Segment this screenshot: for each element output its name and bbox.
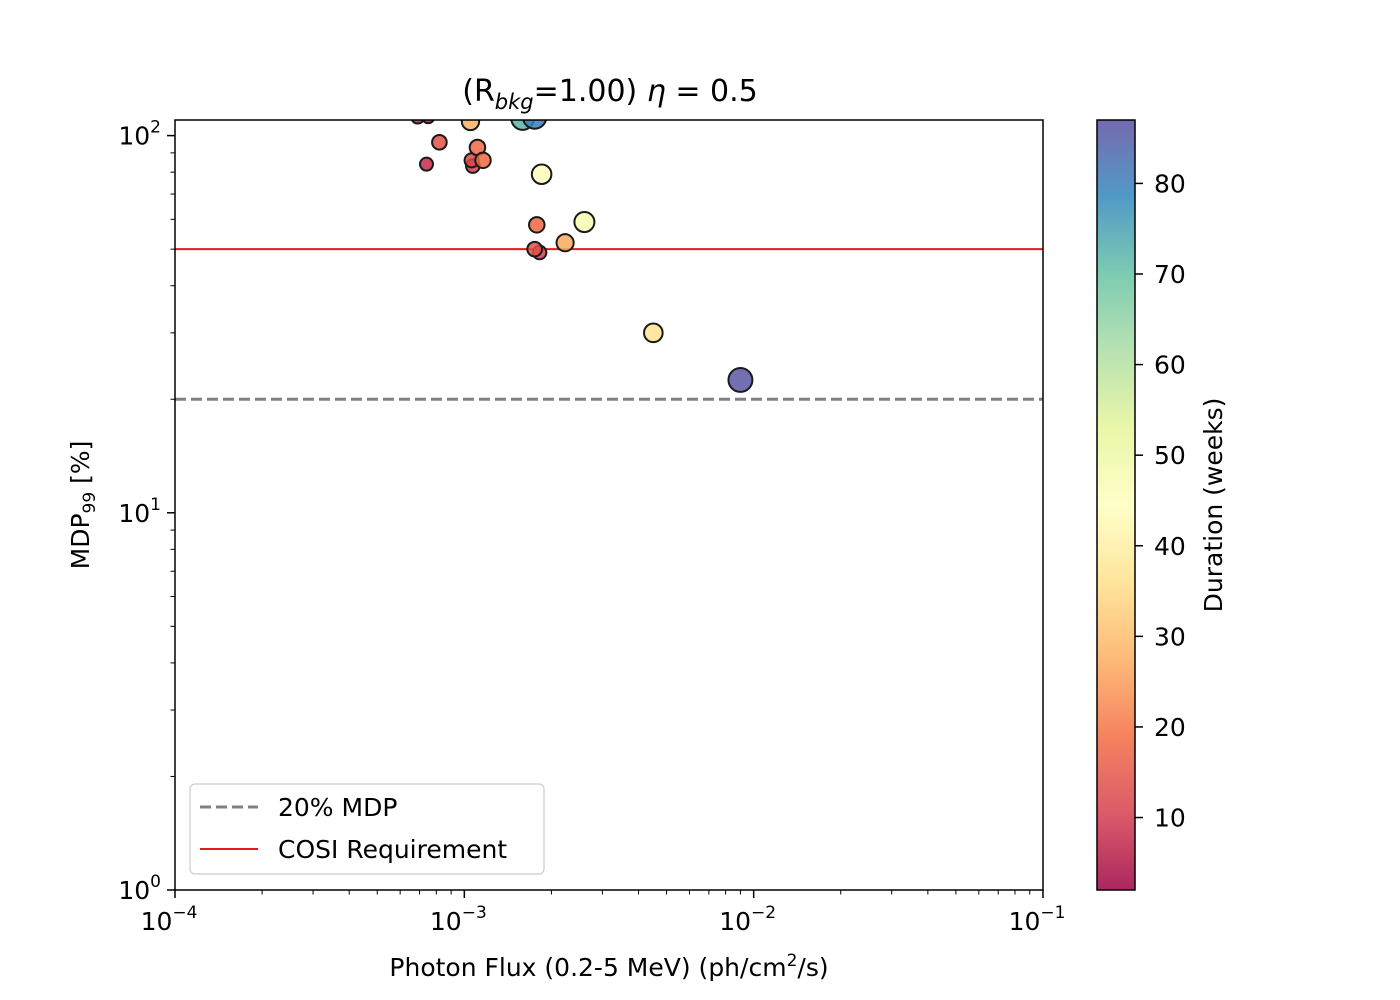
data-point [643,322,664,344]
colorbar-tick-label: 10 [1154,804,1186,833]
data-point [727,367,754,393]
y-tick-label: 102 [118,118,161,151]
y-axis-label: MDP99 [%] [66,441,100,570]
data-point [421,120,435,125]
title-subscript: bkg [495,90,534,114]
x-label-after: /s) [797,953,828,982]
x-minor-ticks [261,890,1031,895]
plot-area [175,120,1043,890]
scatter-points [410,120,754,393]
colorbar-tick-label: 60 [1154,351,1186,380]
data-point [530,163,553,185]
colorbar-tick-label: 30 [1154,622,1186,651]
colorbar-ticks: 10 20 30 40 50 60 70 80 [1135,169,1186,833]
y-label-after: [%] [66,441,95,492]
x-axis-ticks: 10−4 10−3 10−2 10−1 [141,890,1066,936]
y-label-before: MDP [66,513,95,569]
x-tick-label: 10−2 [719,903,776,936]
y-tick-label: 101 [118,495,161,528]
colorbar-tick-label: 70 [1154,260,1186,289]
data-point [573,211,596,234]
data-point [526,240,543,258]
data-point [522,120,547,130]
colorbar-tick-label: 80 [1154,169,1186,198]
legend-label-cosi: COSI Requirement [278,835,507,864]
legend: 20% MDP COSI Requirement [189,783,545,875]
y-axis-ticks: 100 101 102 [118,118,175,905]
x-label-superscript: 2 [787,951,798,971]
data-point [555,233,575,253]
x-label-before: Photon Flux (0.2-5 MeV) (ph/cm [389,953,786,982]
title-eta: η [647,74,666,109]
title-eta-value: = 0.5 [666,74,758,109]
colorbar-tick-label: 40 [1154,532,1186,561]
title-prefix: (R [462,74,495,109]
data-point [528,216,546,234]
legend-label-20pct: 20% MDP [278,793,397,822]
y-label-subscript: 99 [80,492,100,514]
data-point [410,120,425,125]
reference-lines [175,248,1043,401]
data-point [460,120,481,132]
colorbar-bar [1096,119,1136,891]
colorbar-label: Duration (weeks) [1199,398,1228,613]
x-tick-label: 10−1 [1009,903,1066,936]
x-axis-label: Photon Flux (0.2-5 MeV) (ph/cm2/s) [389,951,828,982]
plot-frame [174,119,1044,891]
x-tick-label: 10−3 [430,903,487,936]
legend-box [189,783,545,875]
y-minor-ticks [170,152,175,777]
x-tick-label: 10−4 [141,903,198,936]
colorbar-tick-label: 20 [1154,713,1186,742]
colorbar: 10 20 30 40 50 60 70 80 Duration (weeks) [1096,119,1228,891]
y-tick-label: 100 [118,872,161,905]
data-point [419,156,434,172]
data-point [431,133,448,151]
title-suffix: =1.00) [534,74,647,109]
chart-title: (Rbkg=1.00) η = 0.5 [462,74,758,114]
data-point [474,151,492,170]
colorbar-tick-label: 50 [1154,441,1186,470]
